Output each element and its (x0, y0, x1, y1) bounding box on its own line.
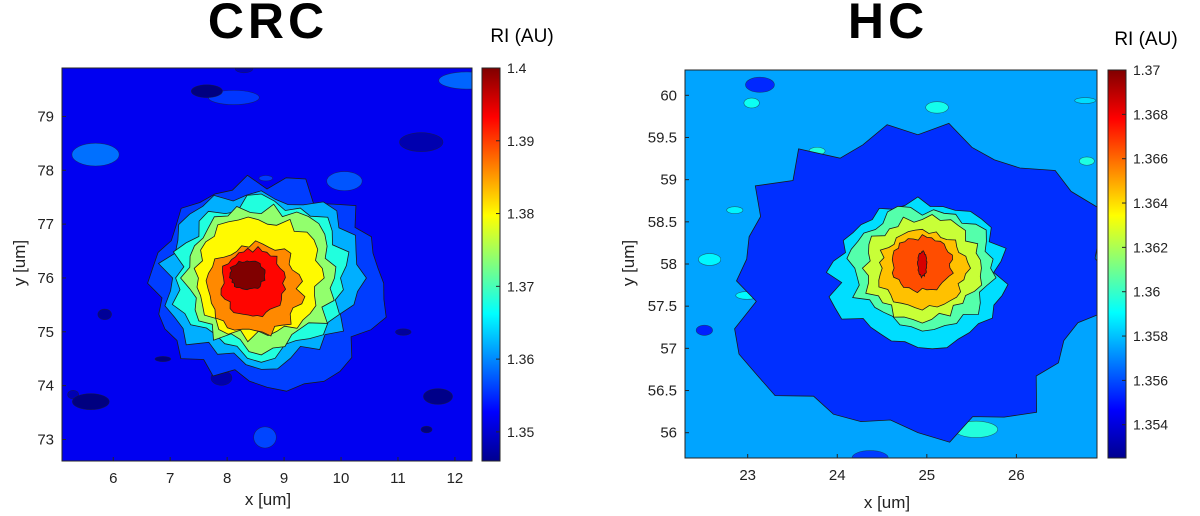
contour-level (917, 249, 928, 279)
noise-contour (72, 393, 110, 410)
colorbar-gradient (481, 67, 501, 462)
noise-contour (97, 308, 112, 321)
noise-contour (190, 84, 223, 98)
colorbar-tick-label: 1.37 (1133, 62, 1160, 78)
contour-plot-area (684, 69, 1098, 459)
x-tick-label: 23 (739, 467, 756, 484)
x-axis-label: x [um] (245, 490, 291, 509)
axis-ticks: 23 24 25 26 56 56.5 57 57.5 58 58.5 59 59.5 60 (648, 87, 1025, 484)
y-tick-label: 58.5 (648, 214, 677, 231)
colorbar-tick-label: 1.368 (1133, 106, 1168, 122)
y-tick-label: 56 (660, 425, 677, 442)
x-tick-label: 8 (223, 470, 231, 487)
colorbar-tick-label: 1.4 (507, 60, 527, 76)
colorbar-tick-label: 1.36 (507, 351, 534, 367)
x-tick-label: 9 (280, 470, 288, 487)
y-tick-label: 77 (37, 216, 54, 233)
x-tick-label: 7 (166, 470, 174, 487)
y-tick-label: 57.5 (648, 298, 677, 315)
colorbar-tick-label: 1.364 (1133, 195, 1168, 211)
colorbar-tick-label: 1.35 (507, 424, 534, 440)
noise-contour (258, 175, 273, 182)
y-tick-label: 75 (37, 324, 54, 341)
noise-contour (438, 71, 472, 90)
noise-contour (925, 101, 949, 114)
y-tick-label: 76 (37, 270, 54, 287)
colorbar-tick-label: 1.356 (1133, 372, 1168, 388)
noise-contour (420, 425, 433, 434)
panel-hc: HC RI (AU) 23 24 25 26 56 56.5 57 57.5 58 58.5 59 5… (619, 0, 1178, 512)
colorbar-tick-label: 1.37 (507, 278, 534, 294)
y-axis-label: y [um] (619, 240, 638, 286)
colorbar-tick-label: 1.36 (1133, 284, 1160, 300)
noise-contour (698, 253, 722, 266)
noise-contour (154, 356, 172, 362)
colorbar-tick-label: 1.39 (507, 133, 534, 149)
y-tick-label: 60 (660, 87, 677, 104)
y-axis-label: y [um] (10, 240, 29, 286)
chart-title: HC (848, 0, 928, 49)
y-tick-label: 57 (660, 340, 677, 357)
x-tick-label: 25 (918, 467, 935, 484)
x-axis-label: x [um] (864, 493, 910, 512)
noise-contour (395, 328, 412, 336)
x-tick-label: 11 (390, 470, 406, 487)
colorbar-tick-label: 1.362 (1133, 239, 1168, 255)
colorbar-tick-label: 1.358 (1133, 328, 1168, 344)
noise-contour (399, 132, 444, 152)
y-tick-label: 59 (660, 172, 677, 189)
y-tick-label: 79 (37, 108, 54, 125)
noise-contour (1079, 156, 1095, 166)
colorbar-label: RI (AU) (1114, 29, 1177, 50)
noise-contour (253, 426, 277, 449)
noise-contour (695, 324, 713, 336)
noise-contour (745, 76, 775, 93)
colorbar-label: RI (AU) (490, 26, 553, 47)
contour-level (229, 260, 266, 291)
colorbar: 1.354 1.356 1.358 1.36 1.362 1.364 1.366 1.368 1… (1107, 62, 1168, 459)
y-tick-label: 78 (37, 162, 54, 179)
contour-plot-area (61, 67, 473, 462)
y-tick-label: 59.5 (648, 129, 677, 146)
x-tick-label: 6 (109, 470, 117, 487)
x-tick-label: 12 (447, 470, 464, 487)
y-tick-label: 73 (37, 431, 54, 448)
noise-contour (1074, 97, 1096, 104)
colorbar-tick-label: 1.354 (1133, 417, 1168, 433)
noise-contour (726, 206, 744, 214)
colorbar-gradient (1107, 69, 1127, 459)
y-tick-label: 56.5 (648, 383, 677, 400)
plot-frame (61, 67, 473, 462)
colorbar-tick-label: 1.38 (507, 206, 534, 222)
colorbar-tick-label: 1.366 (1133, 151, 1168, 167)
x-tick-label: 24 (829, 467, 846, 484)
noise-contour (326, 171, 363, 191)
y-tick-label: 58 (660, 256, 677, 273)
x-tick-label: 10 (333, 470, 350, 487)
colorbar: 1.35 1.36 1.37 1.38 1.39 1.4 (481, 60, 534, 462)
chart-title: CRC (208, 0, 328, 49)
x-tick-label: 26 (1008, 467, 1025, 484)
noise-contour (423, 388, 453, 405)
y-tick-label: 74 (37, 378, 54, 395)
noise-contour (71, 142, 120, 167)
noise-contour (234, 68, 254, 74)
noise-contour (743, 97, 760, 109)
